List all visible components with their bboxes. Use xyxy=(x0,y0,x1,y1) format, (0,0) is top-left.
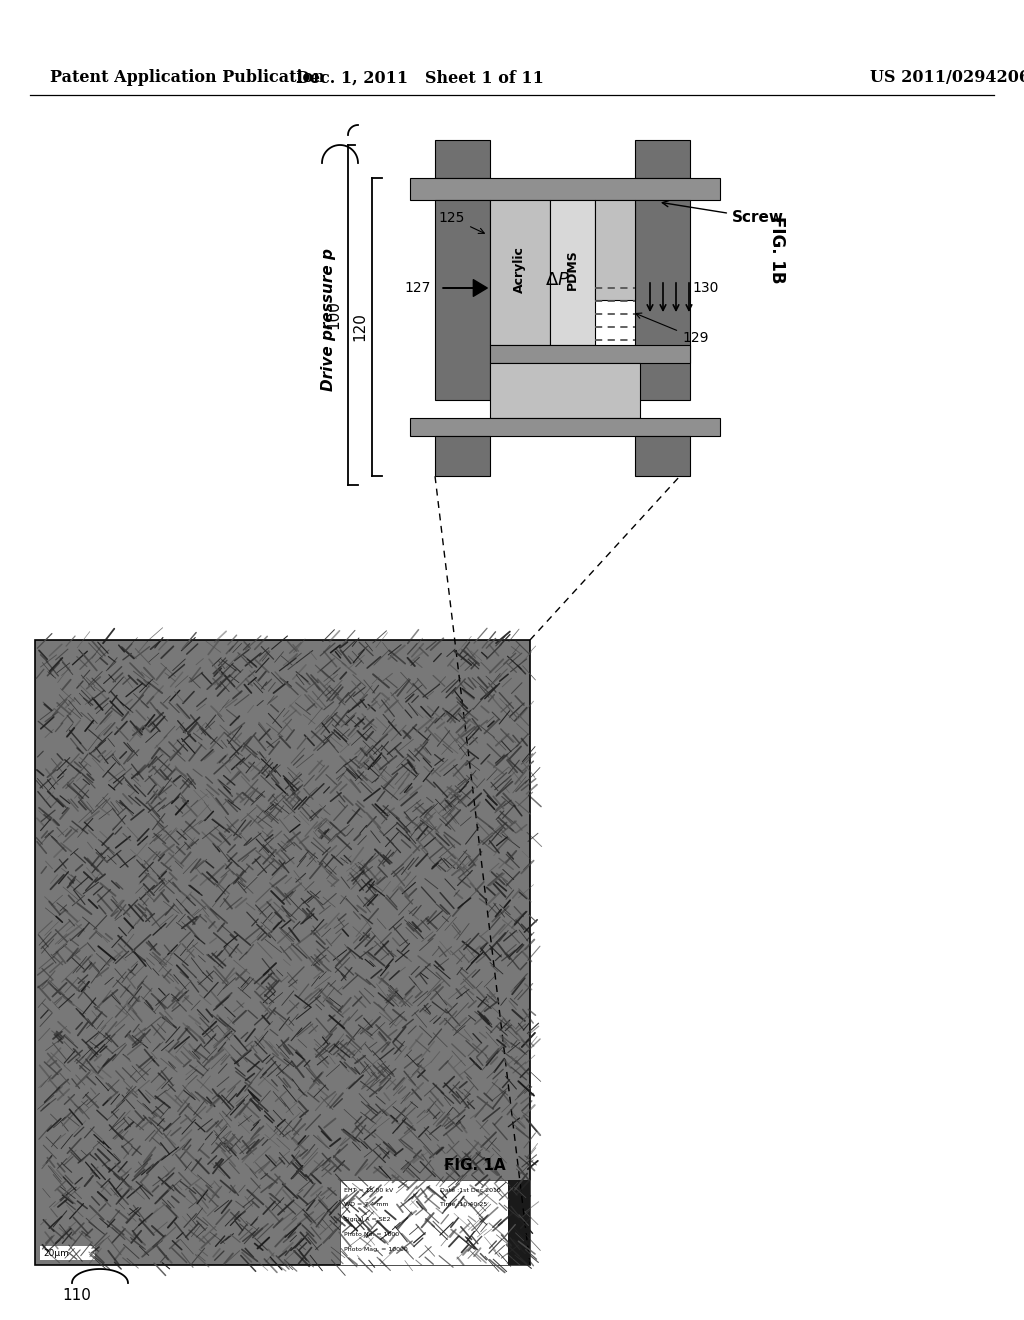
Bar xyxy=(435,201,490,400)
Text: 110: 110 xyxy=(62,1287,91,1303)
Text: Date :1st Dec 2010: Date :1st Dec 2010 xyxy=(440,1188,501,1192)
Text: US 2011/0294206 A1: US 2011/0294206 A1 xyxy=(870,70,1024,87)
Text: Photo No. = 1600: Photo No. = 1600 xyxy=(344,1233,399,1238)
Bar xyxy=(490,345,690,363)
Bar xyxy=(490,363,640,418)
Bar xyxy=(635,436,690,477)
Text: 125: 125 xyxy=(439,211,484,234)
Bar xyxy=(410,418,720,436)
Text: $\Delta P$: $\Delta P$ xyxy=(546,271,570,289)
Text: FIG. 1B: FIG. 1B xyxy=(768,216,786,284)
Bar xyxy=(490,201,550,345)
Text: Acrylic: Acrylic xyxy=(512,247,525,293)
Text: FIG. 1A: FIG. 1A xyxy=(444,1158,506,1172)
Text: WD = 7.4 mm: WD = 7.4 mm xyxy=(344,1203,388,1208)
Bar xyxy=(435,140,490,178)
Text: Photo Mag. = 10000: Photo Mag. = 10000 xyxy=(344,1247,408,1253)
Bar xyxy=(635,201,690,400)
Text: Patent Application Publication: Patent Application Publication xyxy=(50,70,325,87)
Text: PDMS: PDMS xyxy=(565,249,579,290)
Text: 120: 120 xyxy=(352,313,368,342)
Text: 20μm: 20μm xyxy=(43,1249,69,1258)
Bar xyxy=(340,1180,530,1265)
Bar xyxy=(35,640,530,1265)
Bar xyxy=(410,178,720,201)
Text: 100: 100 xyxy=(327,301,341,330)
Bar xyxy=(635,140,690,178)
Text: Screw: Screw xyxy=(663,201,784,226)
Text: 129: 129 xyxy=(636,313,709,345)
Bar xyxy=(550,201,595,345)
Bar xyxy=(508,1180,530,1265)
Text: Time :10:40:25: Time :10:40:25 xyxy=(440,1203,487,1208)
Text: Signal A = SE2: Signal A = SE2 xyxy=(344,1217,390,1222)
Text: EHT = 15.00 kV: EHT = 15.00 kV xyxy=(344,1188,393,1192)
Bar xyxy=(435,436,490,477)
Bar xyxy=(595,201,635,300)
Text: Dec. 1, 2011   Sheet 1 of 11: Dec. 1, 2011 Sheet 1 of 11 xyxy=(296,70,544,87)
Bar xyxy=(40,1246,95,1261)
Text: Drive pressure p: Drive pressure p xyxy=(321,248,336,392)
Text: 130: 130 xyxy=(692,281,719,294)
Text: 127: 127 xyxy=(404,281,431,294)
